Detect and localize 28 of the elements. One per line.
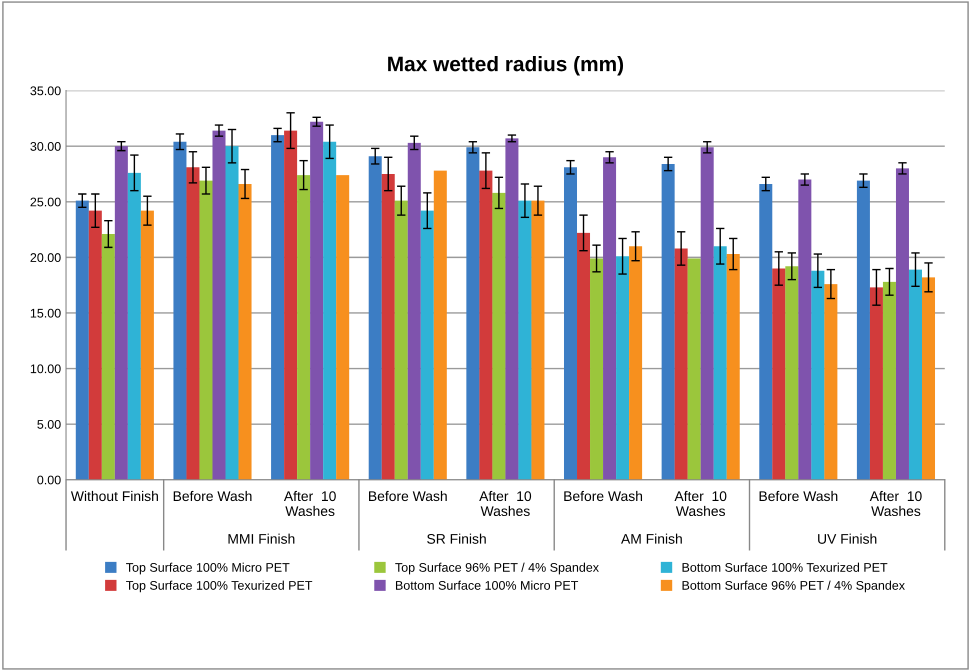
- x-tick-label: After 10 Washes: [674, 490, 726, 516]
- legend-label: Bottom Surface 100% Micro PET: [396, 580, 578, 590]
- y-tick-label: 5.00: [37, 420, 61, 429]
- x-tick-label: Without Finish: [70, 490, 158, 502]
- legend-label: Top Surface 100% Micro PET: [126, 562, 290, 574]
- legend-label: Top Surface 96% PET / 4% Spandex: [395, 562, 599, 574]
- y-tick-label: 20.00: [30, 253, 61, 262]
- text: SR Finish: [427, 534, 486, 544]
- x-tick-label: After 10 Washes: [479, 490, 532, 516]
- x-tick-label: After 10 Washes: [284, 490, 336, 516]
- legend-label: Bottom Surface 96% PET / 4% Spandex: [682, 580, 905, 592]
- x-tick-label: Before Wash: [760, 490, 838, 502]
- y-tick-label: 35.00: [30, 86, 61, 96]
- legend-label: Bottom Surface 100% Texurized PET: [682, 562, 888, 572]
- x-tick-label: Before Wash: [564, 490, 642, 502]
- y-tick-label: 30.00: [30, 142, 61, 151]
- y-tick-label: 15.00: [30, 308, 61, 318]
- x-tick-label: After 10 Washes: [870, 490, 922, 516]
- text: MMI Finish: [228, 534, 294, 544]
- y-tick-label: 25.00: [30, 198, 61, 206]
- y-tick-label: 10.00: [30, 364, 61, 374]
- x-tick-label: Before Wash: [174, 490, 252, 502]
- chart-title: Max wetted radius (mm): [388, 56, 624, 76]
- x-tick-label: Before Wash: [369, 490, 447, 502]
- text: AM Finish: [621, 534, 682, 544]
- legend-label: Top Surface 100% Texurized PET: [126, 580, 312, 592]
- y-tick-label: 0.00: [37, 476, 61, 484]
- text: UV Finish: [818, 534, 876, 544]
